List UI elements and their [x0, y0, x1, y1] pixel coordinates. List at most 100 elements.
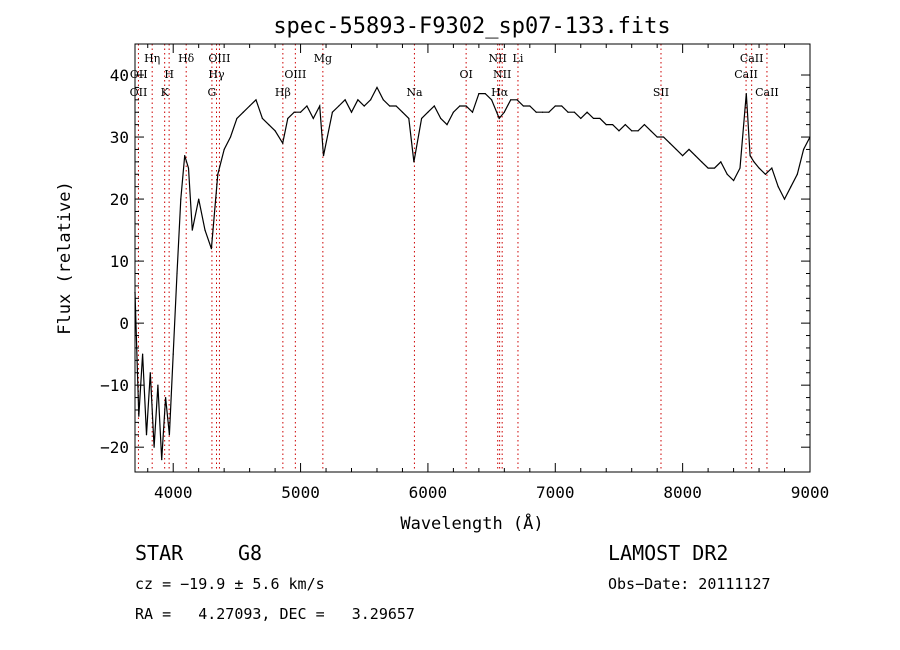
spectrum-point [491, 99, 493, 101]
spectrum-point [764, 173, 767, 175]
y-tick-label: −20 [100, 438, 129, 457]
spectrum-point [592, 117, 595, 120]
x-tick-label: 6000 [409, 483, 448, 502]
line-label: SII [653, 86, 669, 99]
spectrum-point [274, 130, 276, 132]
spectrum-point [803, 148, 805, 151]
spectrum-point [357, 99, 359, 101]
spectrum-point [510, 99, 512, 101]
spectrum-point [236, 117, 238, 120]
spectrum-point [465, 105, 467, 107]
spectrum-point [580, 117, 582, 120]
spectrum-point [204, 229, 206, 231]
spectrum-point [720, 161, 722, 163]
line-label: Na [406, 86, 423, 99]
spectrum-point [643, 124, 646, 126]
spectrum-point [516, 99, 518, 101]
spectrum-point [522, 105, 525, 107]
spectrum-point [561, 105, 563, 107]
spectrum-point [395, 105, 397, 107]
spectrum-point [249, 105, 251, 107]
line-label: CaII [740, 52, 764, 65]
spectrum-point [758, 167, 760, 169]
y-tick-label: 30 [110, 128, 129, 147]
spectrum-point [605, 124, 607, 126]
spectrum-point [777, 186, 779, 188]
redshift-velocity: cz = −19.9 ± 5.6 km/s [135, 575, 325, 593]
spectrum-point [624, 124, 626, 126]
spectrum-point [255, 99, 257, 101]
spectrum-point [184, 155, 186, 157]
spectrum-point [198, 198, 200, 200]
spectrum-point [713, 167, 716, 169]
line-label: Li [513, 52, 524, 65]
spectrum-point [739, 167, 741, 169]
spectrum-point [382, 99, 384, 101]
line-label: H [164, 68, 174, 81]
spectrum-point [440, 117, 442, 120]
line-label: NII [489, 52, 507, 65]
spectrum-point [350, 111, 353, 113]
spectrum-point [145, 434, 148, 436]
spectrum-point [498, 117, 500, 120]
line-labels: OII OII Hη HK Hδ OIII Hγ G Hβ OIII Mg Na OI NII NII Hα L… [130, 52, 779, 99]
spectrum-point [433, 105, 435, 107]
spectrum-point [701, 161, 703, 163]
y-tick-label: 40 [110, 66, 129, 85]
line-label: Hγ [208, 68, 225, 81]
spectrum-point [796, 173, 798, 175]
spectrum-point [293, 111, 295, 113]
spectrum-point [299, 111, 302, 113]
chart-title: spec-55893-F9302_sp07-133.fits [273, 14, 670, 39]
spectrum-point [732, 179, 735, 182]
spectrum-point [790, 186, 792, 188]
spectrum-point [287, 117, 289, 120]
spectrum-point [707, 167, 709, 169]
spectrum-point [471, 111, 474, 113]
spectrum-point [142, 353, 144, 355]
spectrum-point [427, 111, 429, 113]
spectrum-point [745, 93, 747, 95]
y-tick-label: 10 [110, 252, 129, 271]
line-label: OII [130, 68, 148, 81]
spectrum-point [217, 173, 219, 175]
spectrum-point [783, 198, 786, 200]
spectrum-point [611, 124, 614, 126]
spectrum-point [306, 105, 308, 107]
x-tick-label: 4000 [154, 483, 193, 502]
observation-date: Obs−Date: 20111127 [608, 575, 771, 593]
spectrum-point [322, 155, 325, 157]
spectrum-point [669, 142, 671, 144]
y-tick-label: −10 [100, 376, 129, 395]
line-label: Hα [491, 86, 509, 99]
spectrum-point [749, 155, 751, 157]
spectrum-point [599, 117, 601, 120]
spectrum-point [344, 99, 346, 101]
spectrum-point [478, 93, 480, 95]
y-tick-label: 20 [110, 190, 129, 209]
spectrum-point [149, 372, 151, 374]
spectrum-point [446, 124, 448, 126]
x-tick-label: 7000 [536, 483, 575, 502]
line-label: OIII [284, 68, 306, 81]
spectrum-point [452, 111, 454, 113]
spectrum-point [312, 117, 314, 120]
line-label: OII [130, 86, 148, 99]
spectrum-point [370, 99, 372, 101]
spectrum-point [164, 396, 167, 399]
line-label: OI [459, 68, 472, 81]
spectrum-point [529, 105, 531, 107]
survey-name: LAMOST DR2 [608, 541, 729, 565]
x-tick-label: 9000 [791, 483, 830, 502]
y-tick-label: 0 [119, 314, 129, 333]
spectrum-point [541, 111, 544, 113]
x-axis-label: Wavelength (Å) [400, 512, 543, 534]
spectrum-point [618, 130, 620, 132]
spectrum-point [331, 111, 334, 113]
sky-coordinates: RA = 4.27093, DEC = 3.29657 [135, 605, 415, 623]
spectrum-point [138, 415, 140, 417]
spectrum-point [242, 111, 244, 113]
line-label: Hδ [178, 52, 195, 65]
spectrum-point [413, 161, 415, 163]
